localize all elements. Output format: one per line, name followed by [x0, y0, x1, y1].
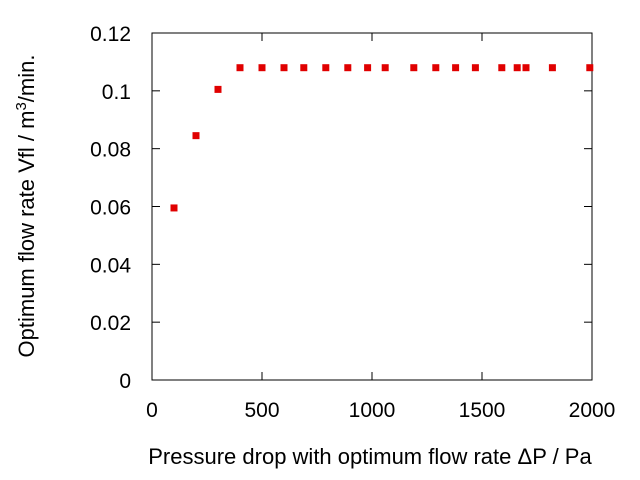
y-tick-label: 0.08 — [90, 139, 131, 162]
x-tick-label: 0 — [146, 399, 158, 422]
x-axis-label: Pressure drop with optimum flow rate ΔP … — [148, 444, 592, 469]
x-tick-label: 500 — [244, 399, 279, 422]
y-axis-label: Optimum flow rate Vfl / m3/min. — [13, 55, 39, 358]
data-point — [498, 64, 506, 72]
plot-frame — [151, 32, 593, 381]
y-tick-label: 0.12 — [90, 23, 131, 46]
data-point — [471, 64, 479, 72]
data-point — [280, 64, 288, 72]
data-point — [214, 85, 222, 93]
data-point — [170, 204, 178, 212]
axis-ticks — [151, 32, 593, 381]
x-tick-label: 2000 — [569, 399, 616, 422]
y-tick-label: 0.04 — [90, 254, 131, 277]
y-tick-label: 0 — [119, 370, 131, 393]
data-point — [548, 64, 556, 72]
data-point — [513, 64, 521, 72]
data-points — [170, 64, 594, 212]
data-point — [410, 64, 418, 72]
tick-labels: 0 500 1000 1500 2000 0 0.02 0.04 0.06 0.08 0.1 0.12 — [90, 23, 615, 422]
data-point — [300, 64, 308, 72]
data-point — [522, 64, 530, 72]
data-point — [192, 132, 200, 140]
data-point — [586, 64, 594, 72]
data-point — [322, 64, 330, 72]
x-tick-label: 1000 — [349, 399, 396, 422]
data-point — [452, 64, 460, 72]
y-axis-label-main: Optimum flow rate Vfl / m — [14, 111, 39, 358]
data-point — [381, 64, 389, 72]
y-tick-label: 0.06 — [90, 197, 131, 220]
data-point — [236, 64, 244, 72]
data-point — [258, 64, 266, 72]
data-point — [364, 64, 372, 72]
y-tick-label: 0.1 — [102, 81, 131, 104]
y-axis-label-tail: /min. — [14, 55, 39, 103]
y-tick-label: 0.02 — [90, 312, 131, 335]
x-tick-label: 1500 — [459, 399, 506, 422]
y-axis-label-sup: 3 — [13, 102, 30, 110]
data-point — [344, 64, 352, 72]
data-point — [432, 64, 440, 72]
